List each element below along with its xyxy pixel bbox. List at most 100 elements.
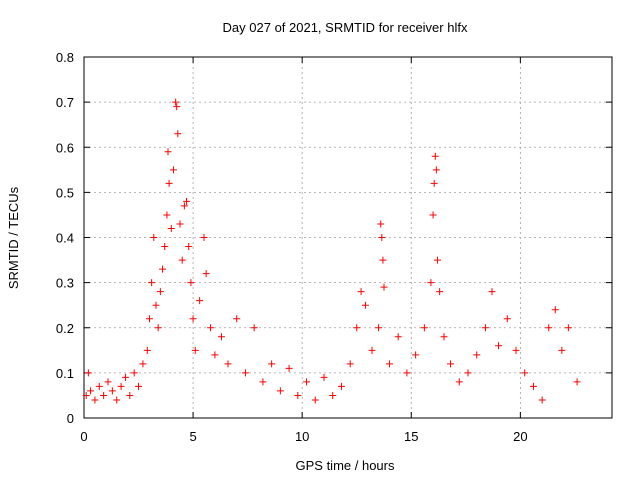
data-point	[176, 220, 184, 228]
x-axis-label: GPS time / hours	[296, 458, 395, 473]
data-point	[121, 373, 129, 381]
data-point	[495, 342, 503, 350]
data-point	[259, 378, 267, 386]
data-point	[380, 283, 388, 291]
y-tick-label: 0.7	[56, 95, 74, 110]
y-tick-label: 0.4	[56, 231, 74, 246]
data-point	[564, 324, 572, 332]
data-point	[163, 211, 171, 219]
data-point	[420, 324, 428, 332]
data-point	[379, 256, 387, 264]
data-point	[200, 234, 208, 241]
data-point	[169, 166, 177, 174]
data-point	[84, 369, 92, 377]
y-tick-label: 0.6	[56, 140, 74, 155]
x-tick-label: 5	[189, 429, 196, 444]
data-point	[303, 378, 311, 386]
data-point	[211, 351, 219, 359]
data-points	[82, 98, 581, 404]
data-point	[135, 382, 143, 390]
data-point	[375, 324, 383, 332]
data-point	[377, 220, 385, 228]
data-point	[329, 391, 337, 399]
data-point	[156, 288, 164, 296]
data-point	[573, 378, 581, 386]
y-axis: 0 0.1 0.2 0.3 0.4 0.5 0.6 0.7 0.8	[56, 50, 612, 426]
data-point	[165, 179, 173, 187]
data-point	[164, 148, 172, 156]
y-tick-label: 0.1	[56, 366, 74, 381]
data-point	[294, 391, 302, 399]
data-point	[368, 346, 376, 354]
data-point	[126, 391, 134, 399]
data-point	[432, 166, 440, 174]
data-point	[268, 360, 276, 368]
data-point	[178, 256, 186, 264]
data-point	[173, 103, 181, 111]
data-point	[320, 373, 328, 381]
data-point	[431, 152, 439, 160]
data-point	[385, 360, 393, 368]
y-tick-label: 0.5	[56, 185, 74, 200]
x-tick-label: 15	[404, 429, 418, 444]
data-point	[481, 324, 489, 332]
data-point	[196, 297, 204, 305]
data-point	[207, 324, 215, 332]
data-point	[87, 387, 95, 395]
data-point	[95, 382, 103, 390]
data-point	[189, 315, 197, 323]
data-point	[113, 396, 121, 404]
data-point	[473, 351, 481, 359]
x-tick-label: 0	[80, 429, 87, 444]
data-point	[100, 391, 108, 399]
data-point	[217, 333, 225, 341]
data-point	[436, 288, 444, 296]
data-point	[521, 369, 529, 377]
data-point	[512, 346, 520, 354]
data-point	[148, 279, 156, 287]
data-point	[378, 234, 386, 241]
data-point	[130, 369, 138, 377]
data-point	[233, 315, 241, 323]
data-point	[172, 98, 180, 106]
data-point	[167, 224, 175, 232]
data-point	[430, 179, 438, 187]
data-point	[285, 364, 293, 372]
data-point	[488, 288, 496, 296]
data-point	[104, 378, 112, 386]
y-axis-label: SRMTID / TECUs	[6, 186, 21, 289]
y-tick-label: 0	[67, 411, 74, 426]
x-tick-label: 10	[295, 429, 309, 444]
data-point	[427, 279, 435, 287]
data-point	[503, 315, 511, 323]
data-point	[361, 301, 369, 309]
data-point	[202, 270, 210, 278]
data-point	[180, 202, 188, 210]
data-point	[353, 324, 361, 332]
data-point	[558, 346, 566, 354]
x-tick-label: 20	[513, 429, 527, 444]
data-point	[538, 396, 546, 404]
data-point	[187, 279, 195, 287]
data-point	[455, 378, 463, 386]
data-point	[241, 369, 249, 377]
data-point	[447, 360, 455, 368]
data-point	[311, 396, 319, 404]
data-point	[152, 301, 160, 309]
data-point	[82, 391, 90, 399]
data-point	[529, 382, 537, 390]
data-point	[159, 265, 167, 273]
y-tick-label: 0.2	[56, 321, 74, 336]
data-point	[433, 256, 441, 264]
data-point	[150, 234, 158, 241]
data-point	[250, 324, 258, 332]
data-point	[224, 360, 232, 368]
data-point	[394, 333, 402, 341]
data-point	[108, 387, 116, 395]
data-point	[143, 346, 151, 354]
data-point	[464, 369, 472, 377]
data-point	[440, 333, 448, 341]
data-point	[276, 387, 284, 395]
data-point	[545, 324, 553, 332]
